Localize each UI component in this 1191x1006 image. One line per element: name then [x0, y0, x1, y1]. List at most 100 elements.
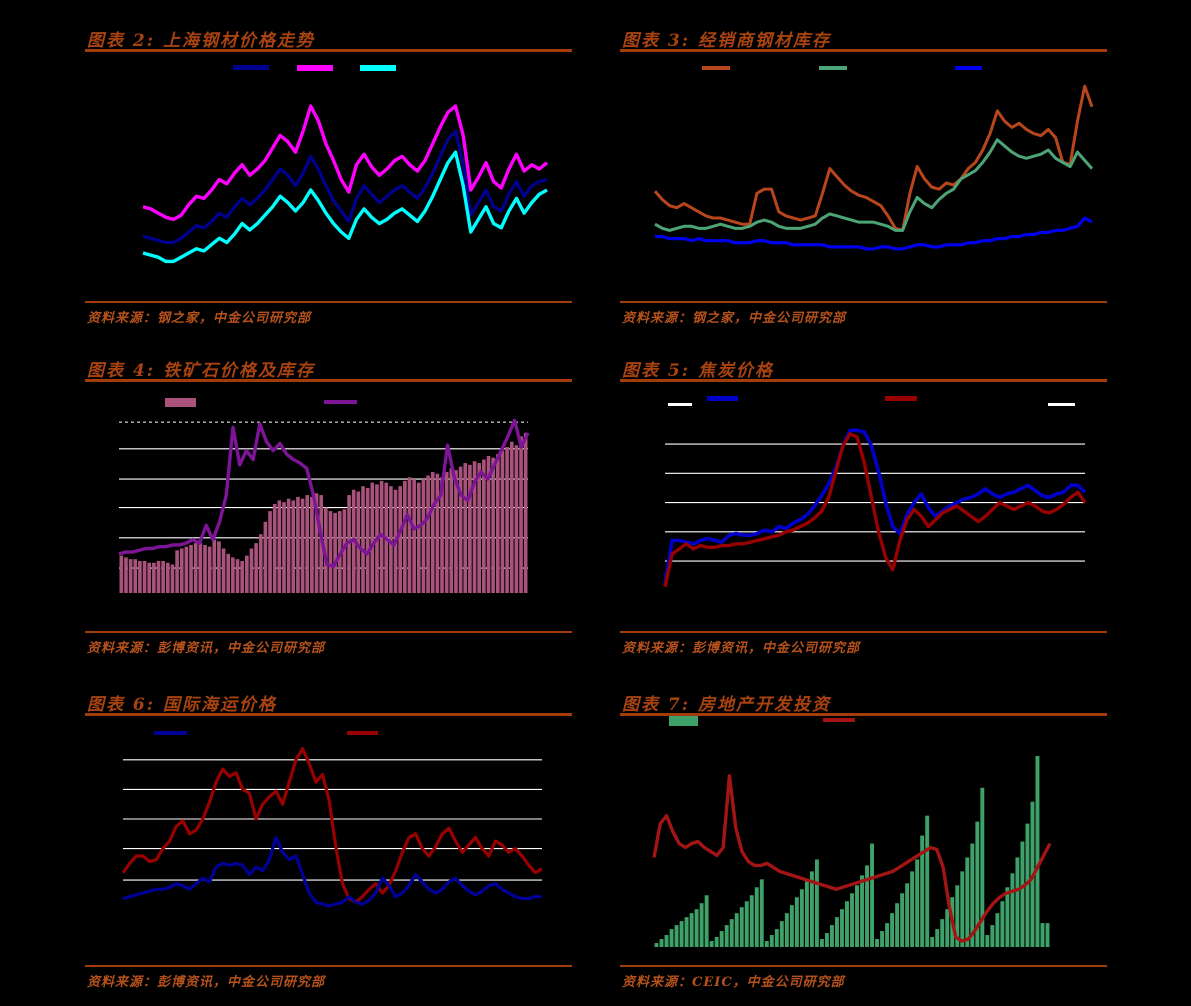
bar: [138, 560, 142, 593]
bar: [1005, 887, 1010, 947]
bar: [356, 491, 361, 593]
bar: [147, 562, 152, 593]
bar: [495, 454, 500, 593]
chart-title: 图表 4: 铁矿石价格及库存: [87, 361, 315, 381]
bar: [935, 929, 940, 947]
bar: [714, 937, 719, 947]
blue-line-swatch: [955, 66, 982, 70]
source-text: 资料来源：CEIC，中金公司研究部: [622, 975, 845, 990]
source-text: 资料来源：钢之家，中金公司研究部: [87, 311, 312, 326]
bar: [749, 895, 754, 947]
bar: [296, 496, 300, 593]
bar: [814, 859, 819, 947]
bar: [739, 907, 744, 947]
bar: [960, 871, 965, 947]
bar: [468, 464, 472, 593]
bar: [940, 919, 945, 947]
bar: [458, 466, 463, 593]
line-series: [123, 749, 542, 903]
bar: [774, 929, 779, 947]
source-rule: [85, 631, 572, 633]
bar: [824, 933, 829, 947]
bar: [855, 885, 859, 947]
line-series: [665, 430, 1085, 583]
bar: [142, 560, 147, 593]
green-bar-swatch: [669, 716, 698, 726]
bar: [128, 559, 133, 593]
bar: [850, 893, 854, 947]
bar: [809, 871, 814, 947]
bar: [764, 941, 769, 947]
bar: [398, 486, 402, 593]
bar: [282, 502, 286, 593]
source-text: 资料来源：彭博资讯，中金公司研究部: [622, 641, 861, 656]
bar: [694, 909, 699, 947]
bar: [704, 895, 709, 947]
bar: [440, 477, 444, 593]
bar: [477, 463, 482, 593]
bar: [472, 461, 477, 593]
bar: [925, 815, 930, 947]
bar: [500, 450, 505, 593]
bar: [124, 557, 128, 593]
bar: [769, 935, 774, 947]
bar: [895, 903, 900, 947]
bar: [463, 463, 468, 593]
bar: [184, 546, 189, 593]
bar: [1020, 841, 1025, 947]
bar: [975, 821, 980, 947]
bar: [324, 507, 328, 593]
bar: [454, 470, 458, 593]
line-series: [143, 131, 547, 242]
bar: [430, 471, 435, 593]
bar: [277, 500, 282, 593]
bar: [486, 455, 491, 593]
bar: [759, 879, 764, 947]
source-text: 资料来源：彭博资讯，中金公司研究部: [87, 641, 326, 656]
bar: [258, 534, 263, 593]
bar: [212, 539, 217, 593]
bar: [784, 913, 789, 947]
bar: [865, 865, 869, 947]
line-series: [123, 838, 542, 906]
rust-line-swatch: [702, 66, 730, 70]
bar: [845, 901, 849, 947]
bar: [286, 498, 291, 593]
bar: [403, 480, 407, 593]
source-rule: [620, 631, 1107, 633]
bar: [240, 560, 244, 593]
bar: [231, 557, 235, 593]
source-text: 资料来源：钢之家，中金公司研究部: [622, 311, 847, 326]
chart-title: 图表 6: 国际海运价格: [87, 695, 277, 715]
bar: [161, 560, 165, 593]
bar: [699, 903, 704, 947]
bar: [347, 495, 351, 593]
bar: [905, 883, 910, 947]
bar: [482, 459, 486, 593]
bar: [1035, 755, 1040, 947]
bar: [310, 496, 314, 593]
bar: [890, 913, 895, 947]
bar: [426, 475, 430, 593]
bar: [910, 871, 915, 947]
bar: [955, 885, 960, 947]
bar: [156, 560, 161, 593]
chart-title: 图表 3: 经销商钢材库存: [622, 31, 831, 51]
bar: [719, 931, 724, 947]
bar: [119, 555, 124, 593]
bar: [365, 487, 370, 593]
bar: [885, 923, 890, 947]
bar: [314, 493, 319, 593]
bar: [995, 913, 1000, 947]
bar: [920, 835, 925, 947]
bar: [198, 543, 203, 593]
bar: [245, 555, 249, 593]
title-rule: [85, 713, 572, 716]
bar: [915, 859, 920, 947]
bar: [249, 548, 254, 593]
bar: [689, 913, 694, 947]
bar: [875, 939, 880, 947]
bar: [165, 562, 170, 593]
chart-plot: [665, 420, 1085, 592]
bar: [669, 929, 674, 947]
